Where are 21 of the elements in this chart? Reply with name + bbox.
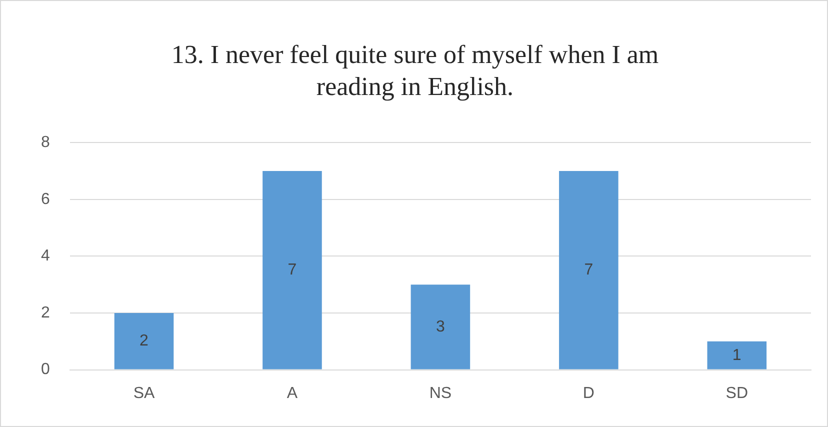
data-label: 2 xyxy=(140,332,149,350)
x-tick-label: SD xyxy=(726,384,748,402)
data-label: 3 xyxy=(436,318,445,336)
bar xyxy=(262,171,322,370)
bar xyxy=(114,313,174,370)
y-tick-label: 8 xyxy=(40,134,50,152)
x-tick-label: SA xyxy=(133,384,156,402)
bar xyxy=(410,284,470,370)
data-label: 1 xyxy=(732,346,742,364)
data-label: 7 xyxy=(288,262,297,279)
y-tick-label: 0 xyxy=(40,361,50,378)
data-label: 7 xyxy=(584,262,594,279)
x-tick-label: A xyxy=(286,384,298,402)
x-tick-label: D xyxy=(582,384,594,402)
y-tick-label: 4 xyxy=(40,248,50,265)
chart-title: 13. I never feel quite sure of myself when I am reading in English. xyxy=(170,39,660,103)
x-tick-label: NS xyxy=(429,384,452,402)
bar xyxy=(559,171,618,370)
y-tick-label: 6 xyxy=(40,190,50,208)
y-tick-label: 2 xyxy=(40,304,50,322)
bar xyxy=(707,341,767,370)
